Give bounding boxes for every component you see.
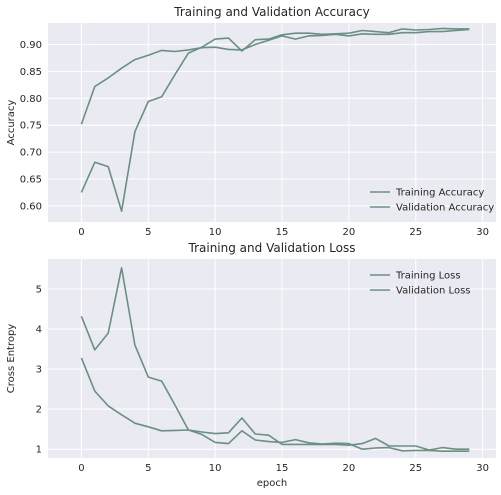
series-line-2 [80, 266, 470, 453]
series-line-1 [80, 28, 470, 125]
x-tick-label: 20 [343, 227, 356, 238]
y-tick-label: 0.80 [20, 94, 42, 105]
y-tick-label: 0.65 [20, 174, 42, 185]
legend: Training Accuracy Validation Accuracy [370, 188, 494, 214]
y-tick-label: 0.85 [20, 67, 42, 78]
y-tick-label: 5 [36, 285, 42, 296]
y-tick-label: 0.75 [20, 121, 42, 132]
y-tick-label: 0.90 [20, 40, 42, 51]
x-tick-label: 5 [145, 227, 151, 238]
chart-panel-2: 0 5 10 15 20 25 30 1 2 3 4 5 Training and Validation… [6, 241, 496, 489]
chart-panel-1: 0 5 10 15 20 25 30 0.60 0.65 0.70 0.75 0.80 0.85 0.90… [6, 5, 496, 238]
plot-area [48, 259, 496, 458]
y-tick-label: 2 [36, 405, 42, 416]
x-tick-label: 20 [343, 463, 356, 474]
x-tick-label: 15 [276, 463, 289, 474]
plot-area [48, 23, 496, 222]
series-line-1 [80, 357, 470, 451]
x-tick-label: 25 [409, 227, 422, 238]
x-tick-label: 10 [209, 463, 222, 474]
y-axis-label: Cross Entropy [6, 324, 17, 394]
x-tick-label: 0 [78, 463, 84, 474]
x-tick-label: 15 [276, 227, 289, 238]
x-tick-label: 30 [476, 463, 489, 474]
series-line-2 [80, 27, 470, 212]
legend: Training Loss Validation Loss [370, 271, 471, 297]
x-tick-label: 10 [209, 227, 222, 238]
y-tick-label: 3 [36, 365, 42, 376]
x-tick-label: 25 [409, 463, 422, 474]
legend-label: Training Accuracy [395, 188, 484, 199]
y-tick-label: 0.70 [20, 148, 42, 159]
legend-label: Validation Loss [396, 286, 471, 297]
y-axis-label: Accuracy [6, 100, 17, 146]
legend-label: Training Loss [395, 271, 461, 282]
y-tick-label: 4 [36, 325, 42, 336]
x-tick-label: 30 [476, 227, 489, 238]
x-tick-label: 0 [78, 227, 84, 238]
chart-title: Training and Validation Accuracy [173, 5, 369, 19]
y-tick-label: 0.60 [20, 201, 42, 212]
legend-label: Validation Accuracy [396, 203, 494, 214]
chart-title: Training and Validation Loss [188, 241, 356, 255]
x-tick-label: 5 [145, 463, 151, 474]
y-tick-label: 1 [36, 445, 42, 456]
x-axis-label: epoch [257, 478, 287, 489]
